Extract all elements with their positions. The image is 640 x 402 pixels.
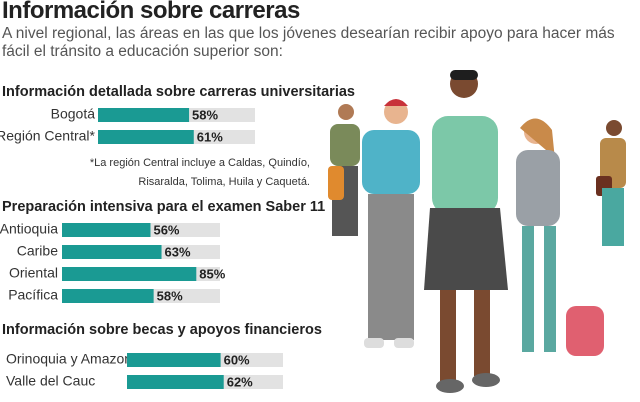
category-label: Antioquia [0, 221, 58, 237]
value-label: 61% [197, 129, 223, 144]
chart-title: Información sobre becas y apoyos financi… [2, 322, 322, 338]
value-label: 85% [199, 266, 225, 281]
value-label: 56% [153, 222, 179, 237]
category-label: Caribe [17, 243, 58, 259]
category-label: Región Central* [0, 128, 96, 144]
bar [62, 223, 151, 237]
page-subtitle: A nivel regional, las áreas en las que l… [2, 25, 615, 60]
category-label: Oriental [9, 265, 58, 281]
bar [62, 245, 162, 259]
chart-title: Preparación intensiva para el examen Sab… [2, 199, 325, 215]
footnote: Risaralda, Tolima, Huila y Caquetá. [138, 176, 310, 188]
footnote: *La región Central incluye a Caldas, Qui… [90, 157, 310, 169]
bar [62, 289, 154, 303]
illustration [328, 70, 626, 393]
chart-title: Información detallada sobre carreras uni… [2, 84, 355, 100]
value-label: 58% [192, 107, 218, 122]
bar [62, 267, 197, 281]
bar [98, 130, 194, 144]
value-label: 63% [165, 244, 191, 259]
bar [127, 353, 221, 367]
category-label: Pacífica [8, 287, 58, 303]
page-title: Información sobre carreras [2, 0, 300, 24]
bar [127, 375, 224, 389]
value-label: 62% [227, 374, 253, 389]
category-label: Bogotá [51, 106, 96, 122]
category-label: Orinoquia y Amazoni [6, 351, 135, 367]
value-label: 58% [157, 288, 183, 303]
category-label: Valle del Cauc [6, 373, 95, 389]
value-label: 60% [224, 352, 250, 367]
bar [98, 108, 190, 122]
